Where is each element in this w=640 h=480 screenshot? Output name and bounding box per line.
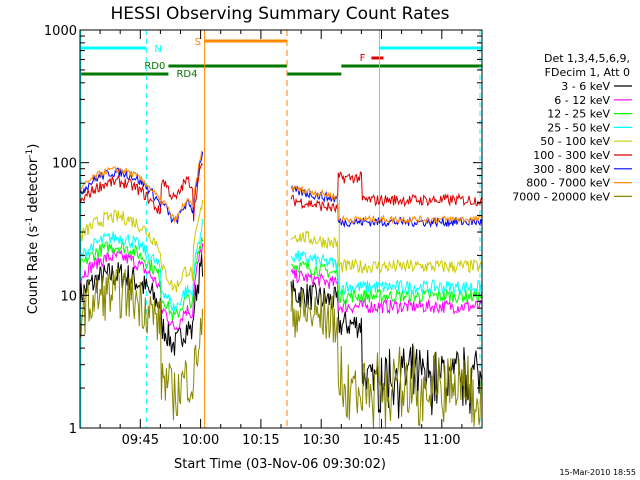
flare-label: F [360,53,366,64]
series-line-8-segment-1 [79,267,204,421]
legend-label: 7000 - 20000 keV [512,190,610,203]
y-axis-title-part-1: Count Rate (s [26,226,41,315]
legend-label: 12 - 25 keV [547,108,610,121]
legend: Det 1,3,4,5,6,9, FDecim 1, Att 0 3 - 6 k… [512,52,632,203]
saa-label: S [195,37,201,48]
series-line-5-segment-1 [79,162,203,222]
series-line-4-segment-2 [290,230,483,274]
series-line-8-segment-2 [290,287,483,429]
series-line-6-segment-1 [79,151,204,224]
timestamp: 15-Mar-2010 18:55 [560,468,637,477]
series-line-1-segment-1 [79,243,204,332]
legend-label: 3 - 6 keV [561,80,610,93]
rd0-label: RD0 [144,61,165,72]
series-line-6-segment-2 [290,184,483,229]
chart-title: HESSI Observing Summary Count Rates [110,4,449,24]
y-tick-label: 100 [52,157,77,172]
x-tick-label: 10:00 [182,433,219,448]
rd4-label: RD4 [176,69,197,80]
legend-label: 50 - 100 keV [540,135,610,148]
series-line-2-segment-1 [79,237,204,321]
legend-header-1: Det 1,3,4,5,6,9, [544,52,630,65]
y-axis-title-part-3: ) [26,144,41,149]
x-tick-label: 11:00 [423,433,460,448]
y-axis-title: Count Rate (s-1 detector-1) [25,144,41,315]
x-tick-label: 10:15 [242,433,279,448]
y-axis-title-part-2: detector [26,157,41,217]
legend-label: 100 - 300 keV [533,149,610,162]
x-tick-label: 09:45 [122,433,159,448]
series-line-2-segment-2 [290,261,483,305]
series-line-7-segment-2 [290,184,483,225]
night-label: N [154,44,161,55]
y-tick-label: 10 [60,289,77,304]
series-layer [79,150,483,429]
x-tick-label: 10:45 [363,433,400,448]
series-line-5-segment-2 [290,171,483,214]
series-line-3-segment-1 [79,218,204,312]
x-axis-title: Start Time (03-Nov-06 09:30:02) [174,457,386,472]
annotation-layer: N RD0 RD4 S F [80,30,482,428]
series-line-7-segment-1 [79,150,203,223]
series-line-0-segment-1 [79,254,204,356]
legend-header-2: FDecim 1, Att 0 [545,66,630,79]
series-line-3-segment-2 [290,250,483,296]
y-axis-title-sup-2: -1 [25,149,35,158]
y-tick-label: 1000 [44,24,77,39]
legend-label: 6 - 12 keV [554,94,610,107]
x-tick-label: 10:30 [302,433,339,448]
y-tick-label: 1 [69,422,77,437]
legend-label: 800 - 7000 keV [526,177,610,190]
y-axis-title-sup-1: -1 [25,217,35,226]
legend-label: 25 - 50 keV [547,121,610,134]
tick-layer: 1 10 100 1000 09:45 10:00 10:15 10:30 10:45 11:00 [44,24,483,448]
series-line-4-segment-1 [79,200,204,293]
legend-label: 300 - 800 keV [533,163,610,176]
series-line-1-segment-2 [290,268,483,315]
